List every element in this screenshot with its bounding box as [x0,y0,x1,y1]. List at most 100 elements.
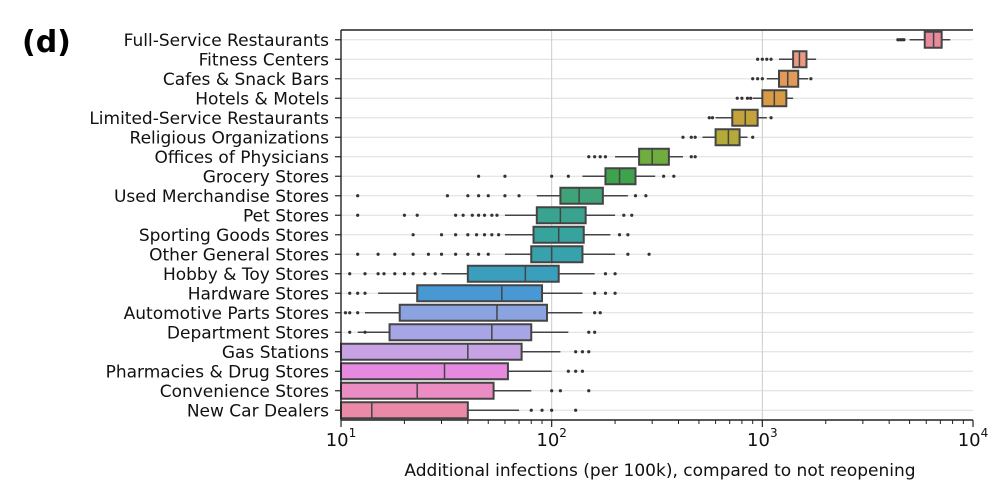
outlier-point [711,116,714,119]
outlier-point [736,97,739,100]
outlier-point [466,194,469,197]
outlier-point [483,233,486,236]
outlier-point [363,272,366,275]
outlier-point [454,253,457,256]
outlier-point [356,194,359,197]
outlier-point [497,233,500,236]
category-label: Hotels & Motels [195,89,329,109]
outlier-point [567,370,570,373]
outlier-point [550,409,553,412]
outlier-point [626,253,629,256]
category-label: Religious Organizations [130,128,330,148]
outlier-point [751,77,754,80]
outlier-point [593,331,596,334]
outlier-point [530,409,533,412]
outlier-point [559,389,562,392]
outlier-point [446,194,449,197]
outlier-point [348,311,351,314]
outlier-point [567,175,570,178]
category-label: Used Merchandise Stores [114,187,329,207]
box [400,305,547,321]
outlier-point [477,194,480,197]
outlier-point [487,253,490,256]
outlier-point [412,272,415,275]
outlier-point [412,253,415,256]
outlier-point [503,194,506,197]
outlier-point [587,389,590,392]
outlier-point [599,155,602,158]
category-label: Grocery Stores [203,167,329,187]
outlier-point [517,194,520,197]
outlier-point [393,253,396,256]
outlier-point [550,389,553,392]
outlier-point [483,214,486,217]
outlier-point [613,292,616,295]
outlier-point [477,214,480,217]
x-tick-label: 102 [536,426,567,451]
box [341,344,522,360]
outlier-point [708,116,711,119]
category-label: Full-Service Restaurants [124,31,330,51]
outlier-point [626,233,629,236]
outlier-point [604,155,607,158]
outlier-point [356,292,359,295]
outlier-point [761,77,764,80]
outlier-point [769,58,772,61]
outlier-point [587,331,590,334]
outlier-point [694,136,697,139]
outlier-point [412,233,415,236]
category-label: New Car Dealers [187,401,329,421]
box [537,207,586,223]
outlier-point [746,97,749,100]
outlier-point [581,370,584,373]
outlier-point [613,272,616,275]
outlier-point [376,253,379,256]
outlier-point [749,97,752,100]
outlier-point [740,97,743,100]
panel-label: (d) [22,25,71,60]
outlier-point [490,214,493,217]
grid-lines [341,30,973,420]
category-label: Fitness Centers [199,50,329,70]
outlier-point [690,136,693,139]
outlier-point [471,214,474,217]
outlier-point [403,272,406,275]
outlier-point [348,292,351,295]
outlier-point [466,233,469,236]
outlier-point [672,175,675,178]
category-label: Limited-Service Restaurants [89,109,329,129]
outlier-point [376,272,379,275]
outlier-point [356,311,359,314]
box [341,402,468,418]
outlier-point [440,253,443,256]
outlier-point [769,116,772,119]
outlier-point [587,350,590,353]
outlier-point [382,272,385,275]
x-axis-label: Additional infections (per 100k), compar… [404,461,915,481]
outlier-point [348,331,351,334]
outlier-point [587,155,590,158]
outlier-point [490,233,493,236]
box [341,363,508,379]
outlier-point [574,370,577,373]
category-label: Pharmacies & Drug Stores [106,362,330,382]
x-tick-label: 101 [326,426,357,451]
outlier-point [644,194,647,197]
category-label: Automotive Parts Stores [124,304,329,324]
outlier-point [466,253,469,256]
outlier-point [477,175,480,178]
category-label: Convenience Stores [160,382,329,402]
outlier-point [495,214,498,217]
outlier-point [574,409,577,412]
category-label: Other General Stores [149,245,329,265]
box [716,129,740,145]
outlier-point [503,175,506,178]
outlier-point [690,155,693,158]
plot-area [341,30,973,420]
box [560,188,602,204]
box [779,71,798,87]
outlier-point [454,233,457,236]
outlier-point [427,253,430,256]
box [417,285,542,301]
outlier-point [540,409,543,412]
